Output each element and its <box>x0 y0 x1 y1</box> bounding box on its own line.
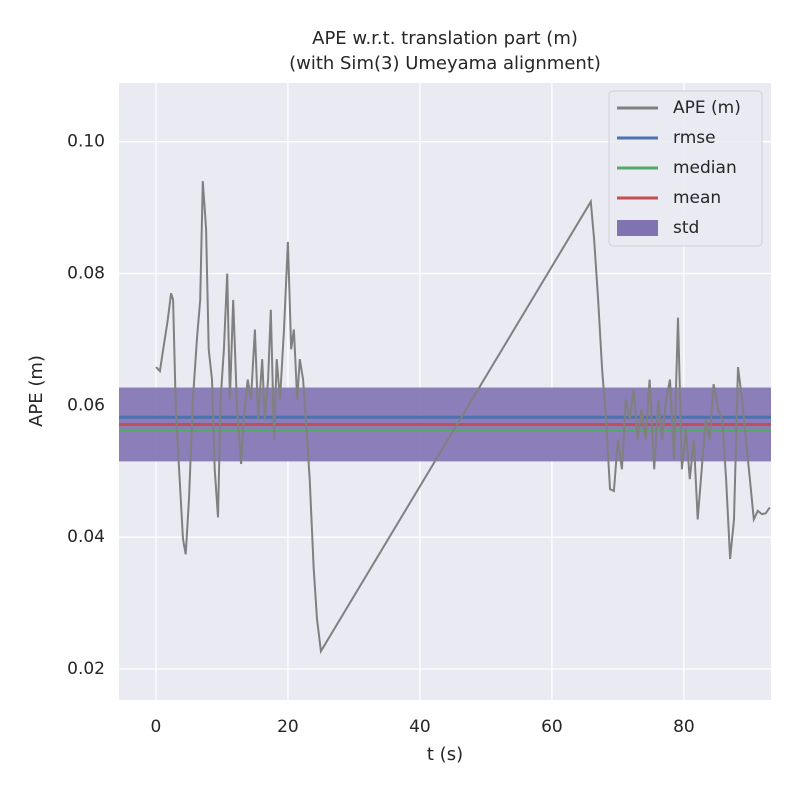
x-tick-label: 20 <box>277 717 299 737</box>
legend-label: rmse <box>673 128 716 148</box>
y-axis-label: APE (m) <box>26 355 47 427</box>
legend-label: median <box>673 158 737 178</box>
chart-subtitle: (with Sim(3) Umeyama alignment) <box>289 53 601 74</box>
y-tick-label: 0.02 <box>67 659 105 679</box>
legend-box <box>608 90 763 247</box>
y-tick-label: 0.08 <box>67 264 105 284</box>
y-tick-label: 0.04 <box>67 527 105 547</box>
y-tick-label: 0.06 <box>67 395 105 415</box>
data-line <box>155 181 771 655</box>
legend-label: mean <box>673 188 721 208</box>
legend-label: APE (m) <box>673 98 741 118</box>
chart-title: APE w.r.t. translation part (m) <box>312 28 578 49</box>
y-tick-label: 0.10 <box>67 132 105 152</box>
legend-swatch <box>617 220 658 236</box>
x-tick-label: 60 <box>541 717 563 737</box>
x-tick-label: 80 <box>673 717 695 737</box>
x-axis-label: t (s) <box>427 744 463 765</box>
x-tick-label: 0 <box>151 717 162 737</box>
x-tick-label: 40 <box>409 717 431 737</box>
legend-label: std <box>673 218 699 238</box>
